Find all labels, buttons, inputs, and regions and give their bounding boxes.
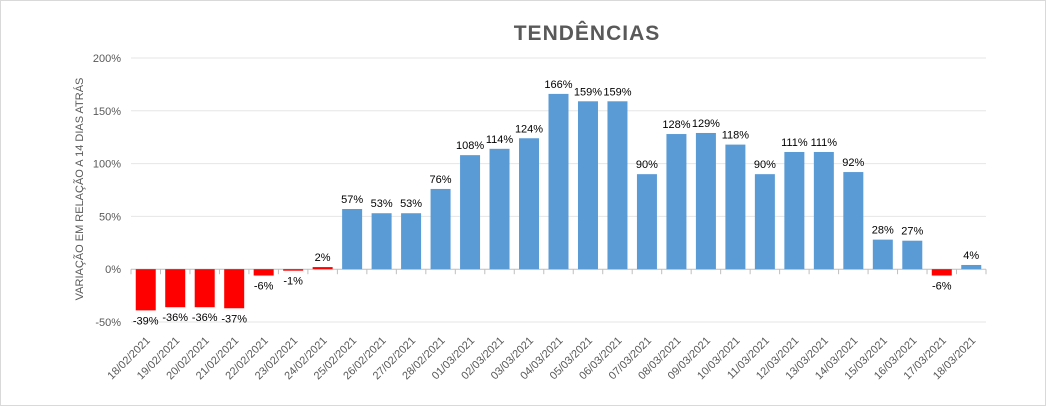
- bar: [666, 134, 687, 270]
- data-label: 90%: [754, 159, 776, 171]
- y-tick-label: 150%: [93, 106, 121, 118]
- bar: [430, 188, 451, 270]
- bar: [312, 267, 333, 270]
- bar: [371, 213, 392, 270]
- bar: [253, 269, 274, 276]
- data-label: 111%: [811, 137, 838, 149]
- y-tick-label: 0%: [105, 264, 121, 276]
- bar: [135, 269, 156, 311]
- data-label: 90%: [636, 159, 658, 171]
- bar: [754, 174, 775, 270]
- data-label: 118%: [722, 130, 750, 142]
- y-tick-label: 100%: [93, 159, 121, 171]
- bar: [489, 148, 510, 270]
- data-label: 76%: [430, 174, 452, 186]
- data-label: -6%: [254, 281, 274, 293]
- bar: [519, 138, 540, 270]
- data-label: 129%: [692, 118, 720, 130]
- y-axis-label: VARIAÇÃO EM RELAÇÃO A 14 DIAS ATRÁS: [73, 78, 86, 301]
- bar: [636, 174, 657, 270]
- data-label: 92%: [842, 157, 864, 169]
- bar: [872, 239, 893, 270]
- bar: [607, 101, 628, 270]
- data-label: 159%: [574, 86, 602, 98]
- y-tick-label: -50%: [95, 317, 121, 329]
- bar: [548, 93, 569, 270]
- data-label: 4%: [963, 250, 979, 262]
- data-label: -37%: [221, 313, 247, 325]
- bar: [902, 240, 923, 270]
- bar: [577, 101, 598, 270]
- data-label: -39%: [133, 315, 159, 327]
- bar: [460, 155, 481, 270]
- data-label: 111%: [781, 137, 808, 149]
- data-label: 57%: [341, 194, 363, 206]
- bar: [165, 269, 186, 308]
- bar: [784, 151, 805, 270]
- bar: [813, 151, 834, 270]
- data-label: 128%: [662, 119, 690, 131]
- data-label: 114%: [486, 134, 514, 146]
- bar: [843, 172, 864, 270]
- data-label: 159%: [603, 86, 631, 98]
- bar: [401, 213, 422, 270]
- y-tick-label: 50%: [99, 211, 121, 223]
- bar: [283, 269, 304, 271]
- data-label: 166%: [544, 79, 572, 91]
- data-label: 53%: [400, 198, 422, 210]
- y-tick-label: 200%: [93, 53, 121, 65]
- bar: [725, 144, 746, 270]
- data-label: 28%: [872, 225, 894, 237]
- bar: [931, 269, 952, 276]
- data-label: 108%: [456, 140, 484, 152]
- bar: [194, 269, 215, 308]
- bar: [224, 269, 245, 309]
- data-label: 124%: [515, 123, 543, 135]
- bar: [961, 264, 982, 270]
- bar: [342, 209, 363, 270]
- bar: [695, 132, 716, 270]
- data-label: 2%: [315, 252, 331, 264]
- chart-title: TENDÊNCIAS: [514, 21, 661, 45]
- data-label: -6%: [932, 281, 952, 293]
- data-label: 27%: [901, 226, 923, 238]
- data-label: -36%: [192, 312, 218, 324]
- data-label: -1%: [283, 275, 303, 287]
- data-label: 53%: [371, 198, 393, 210]
- data-label: -36%: [162, 312, 188, 324]
